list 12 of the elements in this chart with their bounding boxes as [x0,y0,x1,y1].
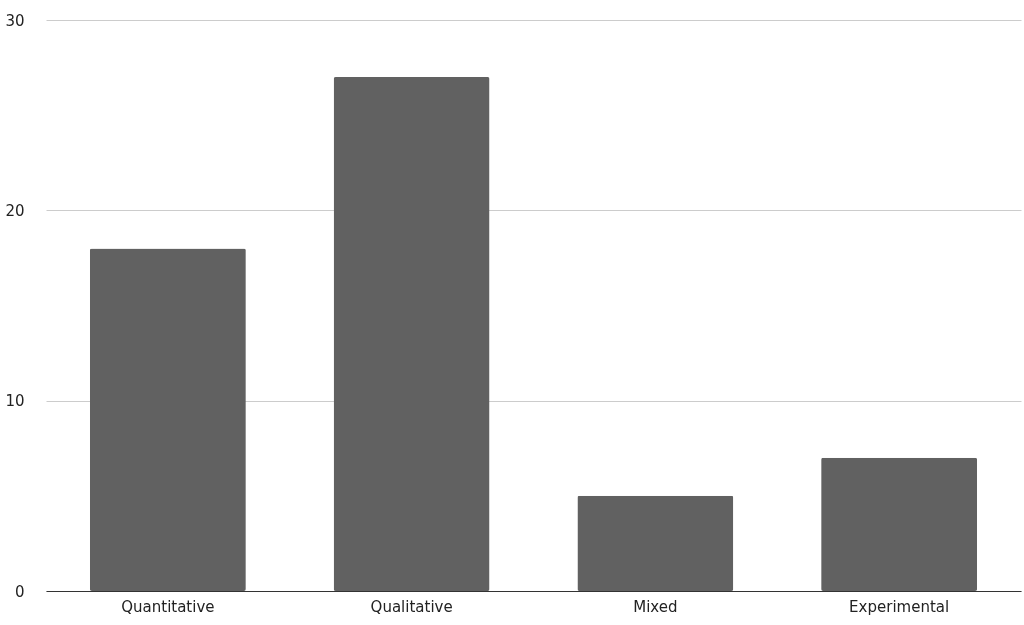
y-tick-label: 10 [5,392,25,411]
y-tick-label: 0 [14,582,25,601]
y-tick-label: 20 [5,201,25,220]
x-tick-label: Experimental [849,597,950,616]
bar [821,457,978,591]
x-tick-label: Mixed [633,597,678,616]
x-tick-label: Quantitative [121,597,215,616]
bar [577,495,734,591]
x-tick-label: Qualitative [370,597,453,616]
bar [333,77,490,591]
y-tick-label: 30 [5,11,25,30]
bar [89,248,246,591]
